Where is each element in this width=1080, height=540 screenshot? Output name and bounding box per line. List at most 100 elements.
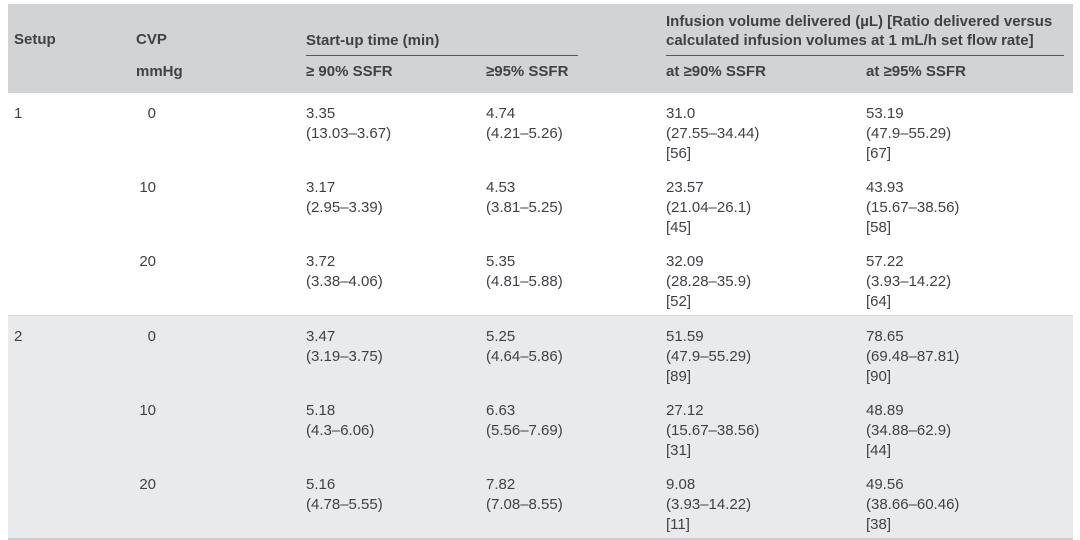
startup-90-cell: 5.18 (4.3–6.06) bbox=[300, 390, 480, 464]
startup-95-cell: 6.63 (5.56–7.69) bbox=[480, 390, 660, 464]
setup-value: 2 bbox=[14, 328, 23, 345]
ci-range: (15.67–38.56) bbox=[866, 199, 960, 216]
ci-range: (4.64–5.86) bbox=[486, 348, 563, 365]
cvp-cell: 0 bbox=[130, 315, 300, 390]
cvp-cell: 0 bbox=[130, 93, 300, 167]
cvp-cell: 10 bbox=[130, 390, 300, 464]
ci-range: (69.48–87.81) bbox=[866, 348, 960, 365]
infusion-90-cell: 51.59 (47.9–55.29) [89] bbox=[660, 315, 860, 390]
startup-90-cell: 3.47 (3.19–3.75) bbox=[300, 315, 480, 390]
cvp-cell: 20 bbox=[130, 241, 300, 316]
median-value: 3.72 bbox=[306, 253, 336, 270]
ratio-value: [67] bbox=[866, 145, 892, 162]
ratio-value: [89] bbox=[666, 368, 692, 385]
col-subheader-cvp-unit: mmHg bbox=[130, 56, 300, 93]
table-row: 20 5.16 (4.78–5.55) 7.82 (7.08–8.55) 9.08 (3.9… bbox=[8, 464, 1073, 540]
median-value: 9.08 bbox=[666, 476, 696, 493]
ci-range: (3.19–3.75) bbox=[306, 348, 383, 365]
startup-90-cell: 3.35 (13.03–3.67) bbox=[300, 93, 480, 167]
infusion-90-label: at ≥90% SSFR bbox=[666, 63, 766, 80]
ci-range: (4.81–5.88) bbox=[486, 273, 563, 290]
infusion-90-cell: 32.09 (28.28–35.9) [52] bbox=[660, 241, 860, 316]
startup-90-cell: 5.16 (4.78–5.55) bbox=[300, 464, 480, 540]
col-subheader-startup-95: ≥95% SSFR bbox=[480, 56, 660, 93]
ratio-value: [58] bbox=[866, 219, 892, 236]
ratio-value: [64] bbox=[866, 293, 892, 310]
setup-header-label: Setup bbox=[14, 31, 56, 48]
median-value: 5.25 bbox=[486, 328, 516, 345]
setup-value: 1 bbox=[14, 105, 23, 122]
cvp-value: 20 bbox=[139, 476, 156, 493]
ratio-value: [38] bbox=[866, 516, 892, 533]
table-header: Setup CVP Start-up time (min) Infusion v… bbox=[8, 4, 1073, 93]
cvp-unit-label: mmHg bbox=[136, 63, 183, 80]
ci-range: (4.78–5.55) bbox=[306, 496, 383, 513]
infusion-95-cell: 57.22 (3.93–14.22) [64] bbox=[860, 241, 1073, 316]
setup-cell: 1 bbox=[8, 93, 130, 316]
median-value: 6.63 bbox=[486, 402, 516, 419]
infusion-90-cell: 27.12 (15.67–38.56) [31] bbox=[660, 390, 860, 464]
cvp-value: 0 bbox=[147, 328, 156, 345]
setup-cell: 2 bbox=[8, 315, 130, 540]
infusion-group-label-line2: calculated infusion volumes at 1 mL/h se… bbox=[666, 32, 1034, 49]
ci-range: (28.28–35.9) bbox=[666, 273, 752, 290]
infusion-95-label: at ≥95% SSFR bbox=[866, 63, 966, 80]
infusion-group-label-line1: Infusion volume delivered (µL) [Ratio de… bbox=[666, 13, 1053, 30]
header-group-row: Setup CVP Start-up time (min) Infusion v… bbox=[8, 4, 1073, 56]
ci-range: (3.38–4.06) bbox=[306, 273, 383, 290]
median-value: 5.16 bbox=[306, 476, 336, 493]
results-table: Setup CVP Start-up time (min) Infusion v… bbox=[8, 4, 1073, 540]
median-value: 5.35 bbox=[486, 253, 516, 270]
infusion-95-cell: 78.65 (69.48–87.81) [90] bbox=[860, 315, 1073, 390]
startup-95-label: ≥95% SSFR bbox=[486, 63, 569, 80]
ci-range: (5.56–7.69) bbox=[486, 422, 563, 439]
median-value: 3.35 bbox=[306, 105, 336, 122]
infusion-90-cell: 31.0 (27.55–34.44) [56] bbox=[660, 93, 860, 167]
cvp-cell: 20 bbox=[130, 464, 300, 540]
ci-range: (2.95–3.39) bbox=[306, 199, 383, 216]
cvp-value: 10 bbox=[139, 179, 156, 196]
cvp-header-label: CVP bbox=[136, 31, 167, 48]
col-subheader-setup-empty bbox=[8, 56, 130, 93]
median-value: 43.93 bbox=[866, 179, 904, 196]
startup-90-cell: 3.72 (3.38–4.06) bbox=[300, 241, 480, 316]
infusion-95-cell: 49.56 (38.66–60.46) [38] bbox=[860, 464, 1073, 540]
median-value: 23.57 bbox=[666, 179, 704, 196]
cvp-value: 20 bbox=[139, 253, 156, 270]
ci-range: (21.04–26.1) bbox=[666, 199, 752, 216]
ci-range: (3.93–14.22) bbox=[666, 496, 752, 513]
median-value: 53.19 bbox=[866, 105, 904, 122]
median-value: 4.74 bbox=[486, 105, 516, 122]
table-row: 2 0 3.47 (3.19–3.75) 5.25 (4.64–5.86) 51.59 (47… bbox=[8, 315, 1073, 540]
ci-range: (4.3–6.06) bbox=[306, 422, 375, 439]
startup-95-cell: 5.35 (4.81–5.88) bbox=[480, 241, 660, 316]
col-subheader-startup-90: ≥ 90% SSFR bbox=[300, 56, 480, 93]
median-value: 4.53 bbox=[486, 179, 516, 196]
startup-95-cell: 5.25 (4.64–5.86) bbox=[480, 315, 660, 390]
median-value: 49.56 bbox=[866, 476, 904, 493]
col-subheader-infusion-90: at ≥90% SSFR bbox=[660, 56, 860, 93]
median-value: 78.65 bbox=[866, 328, 904, 345]
startup-95-cell: 4.53 (3.81–5.25) bbox=[480, 167, 660, 241]
col-header-cvp: CVP bbox=[130, 4, 300, 56]
infusion-group-label: Infusion volume delivered (µL) [Ratio de… bbox=[666, 12, 1064, 56]
cvp-value: 0 bbox=[147, 105, 156, 122]
startup-95-cell: 7.82 (7.08–8.55) bbox=[480, 464, 660, 540]
startup-90-label: ≥ 90% SSFR bbox=[306, 63, 393, 80]
col-header-setup: Setup bbox=[8, 4, 130, 56]
ci-range: (7.08–8.55) bbox=[486, 496, 563, 513]
startup-95-cell: 4.74 (4.21–5.26) bbox=[480, 93, 660, 167]
ci-range: (27.55–34.44) bbox=[666, 125, 760, 142]
col-group-startup-time: Start-up time (min) bbox=[300, 4, 660, 56]
col-subheader-infusion-95: at ≥95% SSFR bbox=[860, 56, 1073, 93]
ci-range: (34.88–62.9) bbox=[866, 422, 952, 439]
ratio-value: [45] bbox=[666, 219, 692, 236]
table-row: 10 3.17 (2.95–3.39) 4.53 (3.81–5.25) 23.57 (21… bbox=[8, 167, 1073, 241]
ci-range: (4.21–5.26) bbox=[486, 125, 563, 142]
median-value: 3.47 bbox=[306, 328, 336, 345]
median-value: 32.09 bbox=[666, 253, 704, 270]
infusion-90-cell: 23.57 (21.04–26.1) [45] bbox=[660, 167, 860, 241]
ci-range: (3.93–14.22) bbox=[866, 273, 952, 290]
col-group-infusion-volume: Infusion volume delivered (µL) [Ratio de… bbox=[660, 4, 1073, 56]
table-row: 10 5.18 (4.3–6.06) 6.63 (5.56–7.69) 27.12 (15.… bbox=[8, 390, 1073, 464]
